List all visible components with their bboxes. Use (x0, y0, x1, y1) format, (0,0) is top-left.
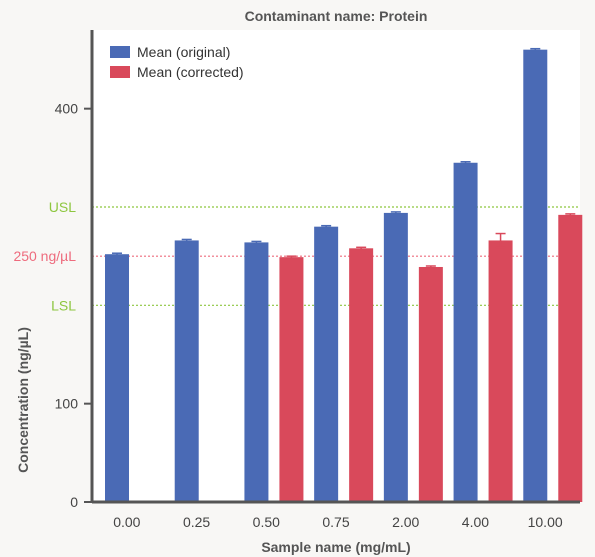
y-tick-label-0: 0 (70, 494, 78, 510)
bar-1-6 (558, 214, 583, 502)
x-tick-label-3: 0.75 (322, 514, 349, 530)
x-tick-label-1: 0.25 (183, 514, 210, 530)
bar-1-2 (279, 257, 304, 502)
bar-0-5 (453, 162, 478, 502)
reference-line-label-0: USL (49, 199, 76, 215)
x-tick-label-6: 10.00 (528, 514, 563, 530)
bar-0-3 (314, 226, 339, 502)
bar-1-5 (488, 240, 513, 502)
y-tick-label-2: 400 (55, 101, 79, 117)
chart-title: Contaminant name: Protein (245, 8, 428, 24)
y-ticks: 0 100 400 (55, 101, 92, 510)
legend-label-1: Mean (corrected) (137, 64, 244, 80)
x-axis-label: Sample name (mg/mL) (261, 539, 410, 555)
legend: Mean (original) Mean (corrected) (110, 44, 244, 80)
y-axis-label: Concentration (ng/µL) (15, 327, 31, 473)
y-tick-label-1: 100 (55, 396, 79, 412)
legend-swatch-1 (110, 66, 130, 78)
x-ticks: 0.00 0.25 0.50 0.75 2.00 4.00 10.00 (113, 514, 563, 530)
reference-line-label-2: LSL (51, 297, 76, 313)
legend-label-0: Mean (original) (137, 44, 230, 60)
bar-0-0 (105, 254, 129, 502)
bar-0-2 (244, 242, 269, 502)
bar-0-1 (174, 240, 199, 502)
x-tick-label-4: 2.00 (392, 514, 419, 530)
bar-1-3 (349, 248, 374, 502)
bar-0-4 (383, 212, 408, 502)
bar-0-6 (523, 49, 548, 503)
bars (105, 47, 583, 503)
bar-1-4 (418, 266, 443, 502)
x-tick-label-5: 4.00 (462, 514, 489, 530)
legend-swatch-0 (110, 46, 130, 58)
reference-line-label-1: 250 ng/µL (13, 248, 76, 264)
x-tick-label-2: 0.50 (253, 514, 280, 530)
x-tick-label-0: 0.00 (113, 514, 140, 530)
